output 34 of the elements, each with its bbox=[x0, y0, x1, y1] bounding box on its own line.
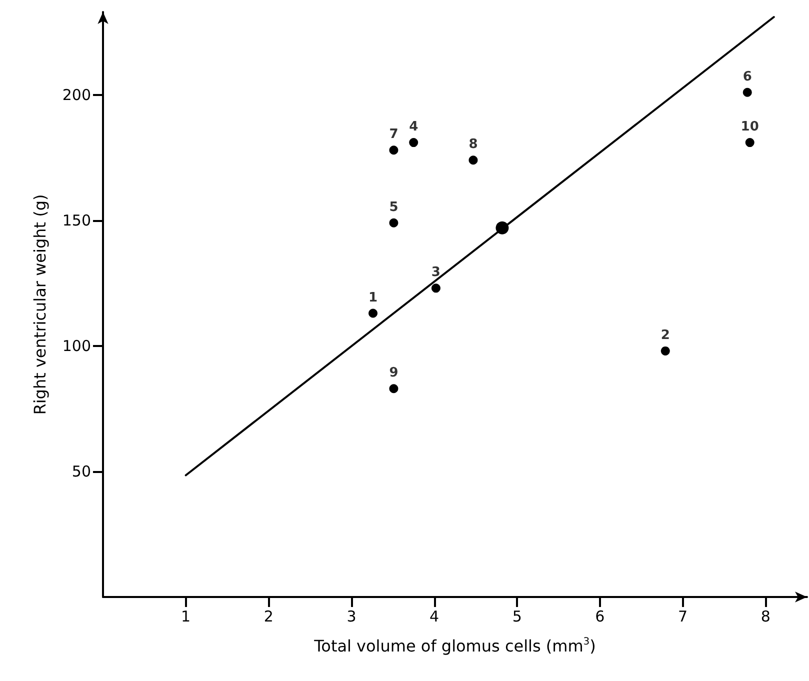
annotation: 3 bbox=[431, 265, 440, 280]
point bbox=[431, 284, 440, 293]
x-tick-label: 1 bbox=[181, 608, 191, 626]
point bbox=[742, 88, 752, 97]
annotation: 7 bbox=[389, 127, 398, 142]
point bbox=[368, 308, 378, 318]
point bbox=[496, 221, 509, 234]
y-tick-label: 50 bbox=[72, 462, 91, 480]
x-tick-label: 4 bbox=[430, 608, 440, 626]
annotation: 4 bbox=[409, 120, 418, 135]
annotation: 6 bbox=[742, 69, 752, 84]
x-tick-label: 6 bbox=[595, 608, 605, 626]
x-tick-label: 8 bbox=[760, 608, 770, 626]
x-tick-label: 2 bbox=[264, 608, 274, 626]
x-tick-label: 7 bbox=[678, 608, 688, 626]
point bbox=[389, 218, 398, 228]
point bbox=[745, 138, 754, 148]
x-tick-label: 3 bbox=[346, 608, 356, 626]
annotation: 2 bbox=[660, 328, 670, 343]
point bbox=[660, 346, 670, 356]
y-axis-title: Right ventricular weight (g) bbox=[30, 194, 50, 415]
annotation: 8 bbox=[468, 137, 478, 152]
point bbox=[468, 156, 478, 165]
point bbox=[409, 138, 418, 148]
point bbox=[389, 384, 398, 394]
annotation: 5 bbox=[389, 200, 398, 215]
x-tick-label: 5 bbox=[512, 608, 522, 626]
point bbox=[389, 146, 398, 155]
y-tick-label: 200 bbox=[62, 86, 91, 104]
y-tick-label: 100 bbox=[62, 336, 91, 355]
annotation: 9 bbox=[389, 366, 398, 381]
y-tick-label: 150 bbox=[62, 211, 91, 230]
annotation: 10 bbox=[740, 120, 759, 135]
annotation: 1 bbox=[368, 290, 378, 306]
